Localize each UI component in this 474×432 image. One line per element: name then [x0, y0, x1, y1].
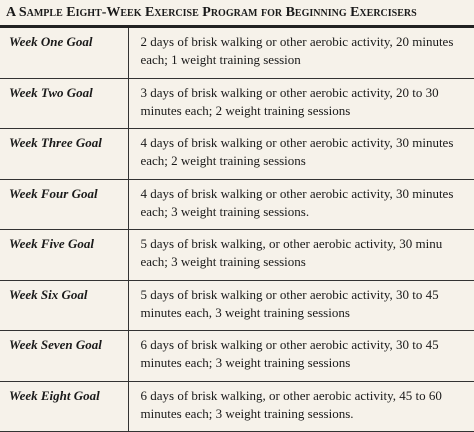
goal-description: 4 days of brisk walking or other aerobic…	[128, 129, 474, 180]
table-row: Week Six Goal 5 days of brisk walking or …	[0, 280, 474, 331]
goal-description: 6 days of brisk walking, or other aerobi…	[128, 381, 474, 432]
week-goal: Week Eight Goal	[0, 381, 128, 432]
description-line: 2 days of brisk walking or other aerobic…	[141, 33, 474, 51]
table-row: Week One Goal 2 days of brisk walking or …	[0, 28, 474, 78]
description-line: minutes each, 3 weight training sessions	[141, 304, 474, 322]
description-line: 6 days of brisk walking or other aerobic…	[141, 336, 474, 354]
description-line: 4 days of brisk walking or other aerobic…	[141, 185, 474, 203]
description-line: each; 3 weight training sessions	[141, 253, 474, 271]
week-goal: Week Six Goal	[0, 280, 128, 331]
description-line: minutes each; 2 weight training sessions	[141, 102, 474, 120]
table-row: Week Five Goal 5 days of brisk walking, o…	[0, 230, 474, 281]
goal-description: 4 days of brisk walking or other aerobic…	[128, 179, 474, 230]
table-row: Week Four Goal 4 days of brisk walking or…	[0, 179, 474, 230]
week-goal: Week One Goal	[0, 28, 128, 78]
table-row: Week Seven Goal 6 days of brisk walking o…	[0, 331, 474, 382]
table-row: Week Two Goal 3 days of brisk walking or …	[0, 78, 474, 129]
description-line: each; 2 weight training sessions	[141, 152, 474, 170]
week-goal: Week Five Goal	[0, 230, 128, 281]
exercise-table: Week One Goal 2 days of brisk walking or …	[0, 28, 474, 432]
week-goal: Week Seven Goal	[0, 331, 128, 382]
description-line: minutes each; 3 weight training sessions…	[141, 405, 474, 423]
table-title: A Sample Eight-Week Exercise Program for…	[0, 0, 474, 28]
goal-description: 6 days of brisk walking or other aerobic…	[128, 331, 474, 382]
description-line: each; 1 weight training session	[141, 51, 474, 69]
table-row: Week Three Goal 4 days of brisk walking o…	[0, 129, 474, 180]
goal-description: 2 days of brisk walking or other aerobic…	[128, 28, 474, 78]
page: A Sample Eight-Week Exercise Program for…	[0, 0, 474, 401]
description-line: 5 days of brisk walking or other aerobic…	[141, 286, 474, 304]
week-goal: Week Two Goal	[0, 78, 128, 129]
description-line: 6 days of brisk walking, or other aerobi…	[141, 387, 474, 405]
description-line: 3 days of brisk walking or other aerobic…	[141, 84, 474, 102]
goal-description: 3 days of brisk walking or other aerobic…	[128, 78, 474, 129]
table-row: Week Eight Goal 6 days of brisk walking, …	[0, 381, 474, 432]
description-line: 5 days of brisk walking, or other aerobi…	[141, 235, 474, 253]
description-line: 4 days of brisk walking or other aerobic…	[141, 134, 474, 152]
goal-description: 5 days of brisk walking, or other aerobi…	[128, 230, 474, 281]
description-line: each; 3 weight training sessions.	[141, 203, 474, 221]
goal-description: 5 days of brisk walking or other aerobic…	[128, 280, 474, 331]
week-goal: Week Four Goal	[0, 179, 128, 230]
week-goal: Week Three Goal	[0, 129, 128, 180]
description-line: minutes each; 3 weight training sessions	[141, 354, 474, 372]
